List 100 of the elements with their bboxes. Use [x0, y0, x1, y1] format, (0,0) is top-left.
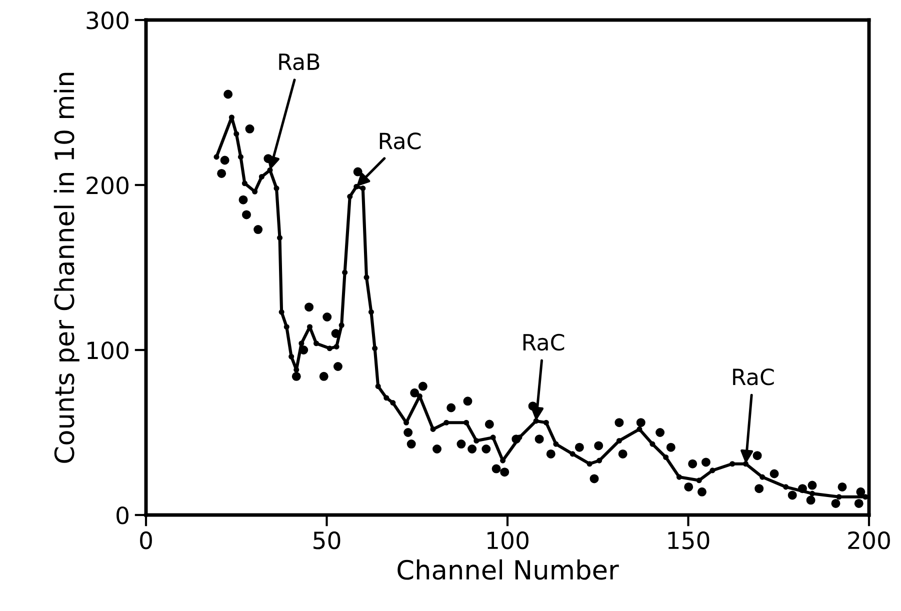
point	[217, 168, 226, 178]
point	[360, 186, 366, 192]
point	[854, 498, 864, 508]
point	[410, 388, 420, 398]
point	[656, 428, 665, 437]
point	[760, 474, 766, 480]
point	[730, 461, 736, 467]
point	[238, 195, 248, 204]
point	[468, 444, 477, 454]
point	[614, 418, 624, 428]
point	[666, 442, 676, 452]
point	[418, 382, 428, 391]
point	[484, 420, 494, 429]
point	[806, 496, 816, 505]
y-tick-label: 200	[86, 176, 128, 194]
point	[353, 167, 362, 176]
point	[342, 270, 348, 276]
point	[856, 487, 866, 496]
y-axis-title: Counts per Channel in 10 min	[54, 72, 80, 463]
point	[710, 468, 716, 474]
point	[574, 442, 584, 452]
point	[333, 362, 342, 371]
point	[754, 484, 764, 494]
point	[254, 225, 263, 234]
point	[245, 124, 254, 134]
point	[464, 420, 470, 426]
point	[596, 458, 602, 464]
point	[313, 340, 320, 346]
point	[224, 90, 233, 99]
point	[590, 474, 599, 484]
point	[543, 420, 549, 426]
point	[276, 235, 283, 241]
point	[326, 346, 332, 352]
point	[298, 340, 304, 346]
point	[322, 312, 332, 322]
x-tick-label: 150	[668, 531, 710, 550]
point	[319, 372, 328, 381]
point	[375, 384, 381, 390]
point	[586, 461, 592, 467]
point	[292, 372, 301, 381]
point	[742, 461, 749, 467]
point	[618, 449, 628, 458]
point	[684, 482, 694, 492]
point	[636, 426, 642, 432]
point	[463, 396, 472, 406]
point	[570, 451, 576, 457]
point	[446, 403, 456, 412]
point	[338, 322, 344, 328]
point	[390, 400, 396, 406]
annotation: RaC	[380, 132, 421, 150]
point	[808, 480, 817, 490]
point	[836, 494, 842, 500]
annotation: RaC	[523, 334, 564, 351]
point	[838, 482, 847, 492]
y-tick-label: 0	[116, 506, 128, 524]
point	[432, 444, 442, 454]
point	[701, 458, 710, 467]
point	[288, 354, 294, 360]
x-axis-title: Channel Number	[398, 559, 619, 580]
point	[347, 194, 353, 200]
point	[334, 344, 340, 350]
point	[492, 464, 501, 474]
y-tick-label: 300	[86, 11, 128, 30]
x-tick-label: 0	[140, 531, 152, 550]
point	[534, 434, 544, 444]
point	[490, 434, 496, 440]
point	[364, 274, 370, 280]
point	[430, 426, 436, 432]
point	[214, 154, 220, 160]
point	[482, 444, 491, 454]
annotation: RaB	[279, 54, 320, 70]
point	[304, 302, 314, 312]
point	[267, 167, 273, 173]
x-tick-label: 200	[848, 531, 890, 550]
point	[788, 490, 797, 500]
point	[474, 438, 480, 444]
point	[616, 438, 622, 444]
point	[770, 469, 779, 478]
point	[242, 180, 248, 186]
point	[650, 441, 656, 447]
x-tick-label: 50	[314, 531, 340, 550]
annotation: RaC	[733, 368, 774, 386]
point	[594, 441, 604, 450]
point	[252, 188, 258, 194]
point	[368, 309, 374, 315]
point	[242, 210, 251, 220]
point	[636, 418, 646, 428]
point	[234, 131, 240, 137]
point	[533, 418, 539, 424]
point	[294, 367, 300, 373]
point	[274, 186, 280, 192]
point	[278, 309, 284, 315]
point	[752, 451, 762, 460]
point	[697, 487, 706, 496]
point	[676, 474, 682, 480]
point	[783, 484, 789, 490]
point	[663, 454, 669, 460]
point	[500, 468, 510, 477]
point	[284, 324, 290, 330]
point	[406, 440, 416, 449]
